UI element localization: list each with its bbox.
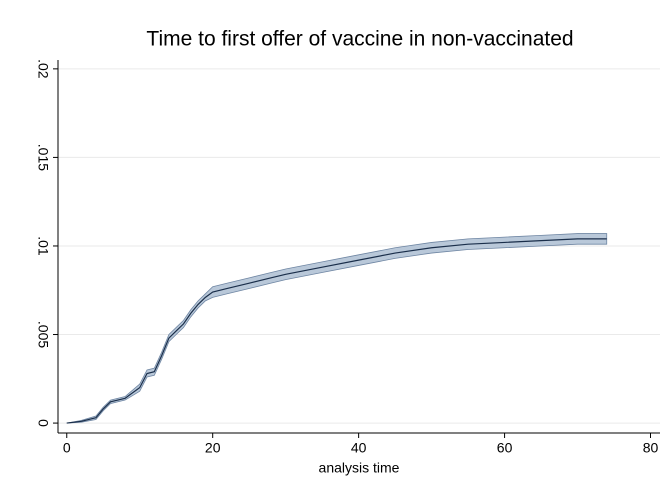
y-tick-label: .01 bbox=[35, 236, 51, 256]
ci-band bbox=[66, 233, 608, 424]
x-tick-label: 60 bbox=[497, 440, 513, 456]
chart-title: Time to first offer of vaccine in non-va… bbox=[146, 28, 573, 51]
y-tick-label: .015 bbox=[35, 144, 51, 171]
x-tick-label: 40 bbox=[351, 440, 367, 456]
survival-line bbox=[66, 238, 607, 424]
y-tick-label: 0 bbox=[35, 419, 51, 427]
x-tick-label: 0 bbox=[63, 440, 71, 456]
y-tick-label: .02 bbox=[35, 59, 51, 79]
x-axis-label: analysis time bbox=[319, 460, 400, 476]
x-tick-label: 80 bbox=[643, 440, 659, 456]
y-tick-label: .005 bbox=[35, 321, 51, 348]
x-tick-label: 20 bbox=[205, 440, 221, 456]
